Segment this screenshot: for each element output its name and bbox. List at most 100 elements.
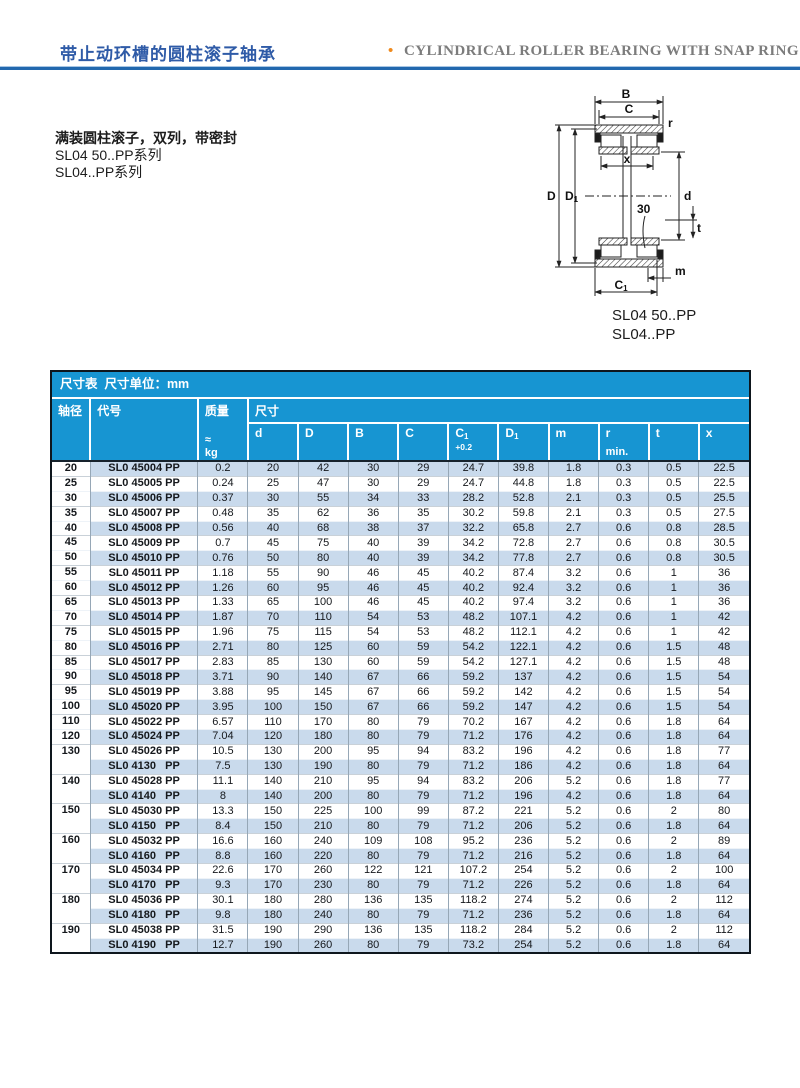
cell-shaft-diameter: 120 (52, 729, 91, 745)
table-row: 80 SL0 45016 PP 2.71 80 125 60 59 54.2 122.1 4.2 0… (52, 639, 749, 656)
cell-dimension-value: 0.6 (598, 788, 649, 804)
cell-dimension-value: 122 (347, 863, 399, 879)
cell-dimension-value: 39.8 (497, 461, 549, 477)
cell-dimension-value: 170 (297, 714, 349, 730)
cell-dimension-value: 1.8 (648, 714, 699, 730)
cell-dimension-value: 1 (648, 624, 699, 641)
cell-dimension-value: 4.2 (548, 624, 599, 641)
cell-dimension-value: 112 (698, 922, 749, 938)
cell-dimension-value: 206 (497, 818, 549, 834)
cell-dimension-value: 1.8 (648, 788, 699, 804)
cell-dimension-value: 1.5 (648, 699, 699, 715)
cell-dimension-value: 54.2 (447, 639, 499, 656)
table-row: 25 SL0 45005 PP 0.24 25 47 30 29 24.7 44.8 1.8 0.3… (52, 475, 749, 492)
cell-dimension-value: 4.2 (548, 729, 599, 745)
cell-bearing-code: SL0 45032 PP (89, 833, 198, 849)
cell-dimension-value: 66 (397, 699, 449, 715)
header-dim-col: d (246, 422, 299, 462)
cell-dimension-value: 54 (698, 669, 749, 685)
cell-dimension-value: 89 (698, 833, 749, 849)
cell-mass: 1.33 (197, 595, 248, 611)
cell-mass: 2.83 (197, 654, 248, 670)
cell-dimension-value: 28.5 (698, 520, 749, 536)
cell-dimension-value: 0.8 (648, 550, 699, 566)
cell-dimension-value: 4.2 (548, 684, 599, 700)
cell-dimension-value: 29 (397, 475, 449, 492)
cell-dimension-value: 200 (297, 743, 349, 760)
cell-mass: 10.5 (197, 743, 248, 760)
cell-dimension-value: 0.6 (598, 535, 649, 551)
cell-dimension-value: 95 (347, 743, 399, 760)
cell-bearing-code: SL0 4190 PP (89, 937, 198, 953)
cell-dimension-value: 80 (347, 907, 399, 924)
cell-mass: 3.71 (197, 669, 248, 685)
cell-dimension-value: 40.2 (447, 595, 499, 611)
cell-dimension-value: 2 (648, 922, 699, 938)
cell-dimension-value: 4.2 (548, 639, 599, 656)
table-row: SL0 4170 PP 9.3 170 230 80 79 71.2 226 5.2 0.6 1.8… (52, 877, 749, 894)
cell-dimension-value: 0.3 (598, 490, 649, 507)
cell-dimension-value: 40.2 (447, 580, 499, 596)
cell-dimension-value: 180 (247, 907, 299, 924)
cell-dimension-value: 1.8 (648, 937, 699, 953)
cell-dimension-value: 32.2 (447, 520, 499, 536)
cell-dimension-value: 46 (347, 595, 399, 611)
cell-dimension-value: 30.2 (447, 505, 499, 522)
cell-dimension-value: 0.3 (598, 461, 649, 477)
cell-mass: 0.56 (197, 520, 248, 536)
cell-dimension-value: 29 (397, 461, 449, 477)
cell-dimension-value: 95 (347, 773, 399, 790)
cell-shaft-diameter: 30 (52, 490, 91, 507)
cell-dimension-value: 1.5 (648, 654, 699, 670)
cell-dimension-value: 48 (698, 654, 749, 670)
cell-dimension-value: 118.2 (447, 922, 499, 938)
cell-bearing-code: SL0 45008 PP (89, 520, 198, 536)
cell-dimension-value: 0.6 (598, 520, 649, 536)
cell-dimension-value: 39 (397, 550, 449, 566)
cell-dimension-value: 0.6 (598, 565, 649, 581)
cell-dimension-value: 66 (397, 684, 449, 700)
table-row: SL0 4140 PP 8 140 200 80 79 71.2 196 4.2 0.6 1.8 64 (52, 788, 749, 804)
cell-dimension-value: 1 (648, 565, 699, 581)
cell-dimension-value: 54 (698, 699, 749, 715)
cell-dimension-value: 72.8 (497, 535, 549, 551)
cell-dimension-value: 64 (698, 848, 749, 864)
cell-dimension-value: 2.7 (548, 550, 599, 566)
cell-dimension-value: 79 (397, 818, 449, 834)
cell-bearing-code: SL0 45019 PP (89, 684, 198, 700)
table-row: SL0 4180 PP 9.8 180 240 80 79 71.2 236 5.2 0.6 1.8… (52, 907, 749, 924)
cell-dimension-value: 0.6 (598, 714, 649, 730)
cell-mass: 31.5 (197, 922, 248, 938)
cell-dimension-value: 71.2 (447, 907, 499, 924)
cell-dimension-value: 48.2 (447, 609, 499, 626)
cell-dimension-value: 80 (698, 803, 749, 819)
cell-dimension-value: 127.1 (497, 654, 549, 670)
cell-dimension-value: 140 (247, 773, 299, 790)
cell-mass: 8.8 (197, 848, 248, 864)
cell-dimension-value: 1.5 (648, 684, 699, 700)
cell-bearing-code: SL0 4160 PP (89, 848, 198, 864)
cell-dimension-value: 59.2 (447, 669, 499, 685)
cell-dimension-value: 5.2 (548, 833, 599, 849)
cell-dimension-value: 80 (247, 639, 299, 656)
cell-shaft-diameter: 55 (52, 565, 91, 581)
header-mass-approx: ≈ (204, 434, 211, 446)
cell-dimension-value: 54 (347, 624, 399, 641)
cell-dimension-value: 196 (497, 743, 549, 760)
cell-dimension-value: 1.5 (648, 669, 699, 685)
cell-dimension-value: 147 (497, 699, 549, 715)
cell-mass: 7.04 (197, 729, 248, 745)
cell-dimension-value: 284 (497, 922, 549, 938)
cell-dimension-value: 115 (297, 624, 349, 641)
dim-label-t: t (697, 221, 701, 235)
table-row: 110 SL0 45022 PP 6.57 110 170 80 79 70.2 167 4.2 0… (52, 714, 749, 730)
cell-dimension-value: 0.6 (598, 892, 649, 909)
cell-dimension-value: 260 (297, 863, 349, 879)
cell-dimension-value: 254 (497, 863, 549, 879)
cell-dimension-value: 83.2 (447, 773, 499, 790)
cell-bearing-code: SL0 4180 PP (89, 907, 198, 924)
table-row: 130 SL0 45026 PP 10.5 130 200 95 94 83.2 196 4.2 0… (52, 743, 749, 775)
cell-dimension-value: 135 (397, 892, 449, 909)
cell-dimension-value: 46 (347, 580, 399, 596)
